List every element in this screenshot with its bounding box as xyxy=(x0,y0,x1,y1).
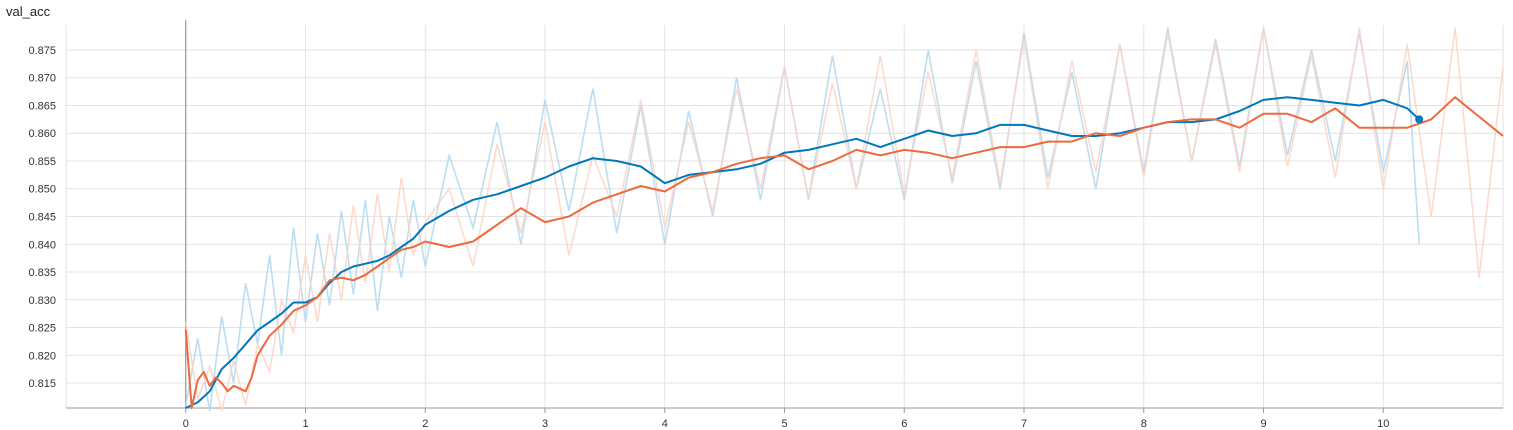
y-tick-label: 0.850 xyxy=(28,184,56,196)
x-tick-labels: 0 1 2 3 4 5 6 7 8 9 10 xyxy=(183,418,1390,430)
y-tick-label: 0.845 xyxy=(28,212,56,224)
raw-series-line-1 xyxy=(185,27,1420,412)
y-tick-label: 0.855 xyxy=(28,156,56,168)
x-tick-label: 8 xyxy=(1141,418,1147,430)
y-tick-label: 0.875 xyxy=(28,45,56,57)
smoothed-series-line-2 xyxy=(184,96,1504,409)
x-tick-label: 1 xyxy=(302,418,308,430)
x-tick-label: 9 xyxy=(1260,418,1266,430)
raw-series-layer xyxy=(185,27,1504,412)
smoothed-series-layer xyxy=(184,96,1504,409)
x-tick-label: 7 xyxy=(1021,418,1027,430)
chart-title: val_acc xyxy=(6,4,51,19)
y-tick-label: 0.825 xyxy=(28,323,56,335)
smoothed-series-line-1 xyxy=(185,96,1420,409)
x-tick-label: 4 xyxy=(662,418,668,430)
y-tick-label: 0.820 xyxy=(28,350,56,362)
series-endpoint-marker xyxy=(1415,115,1424,124)
y-tick-label: 0.830 xyxy=(28,295,56,307)
x-tick-label: 6 xyxy=(901,418,907,430)
y-tick-labels: 0.815 0.820 0.825 0.830 0.835 0.840 0.845 0.850… xyxy=(28,45,56,390)
y-tick-label: 0.815 xyxy=(28,378,56,390)
x-tick-label: 5 xyxy=(781,418,787,430)
axes xyxy=(66,20,1503,413)
y-tick-label: 0.860 xyxy=(28,128,56,140)
y-tick-label: 0.835 xyxy=(28,267,56,279)
x-tick-label: 3 xyxy=(542,418,548,430)
y-tick-label: 0.840 xyxy=(28,239,56,251)
raw-series-line-2 xyxy=(185,27,1504,412)
x-tick-label: 0 xyxy=(183,418,189,430)
x-tick-label: 2 xyxy=(422,418,428,430)
y-tick-label: 0.865 xyxy=(28,100,56,112)
x-tick-label: 10 xyxy=(1377,418,1389,430)
y-tick-label: 0.870 xyxy=(28,73,56,85)
gridlines xyxy=(65,25,1504,408)
